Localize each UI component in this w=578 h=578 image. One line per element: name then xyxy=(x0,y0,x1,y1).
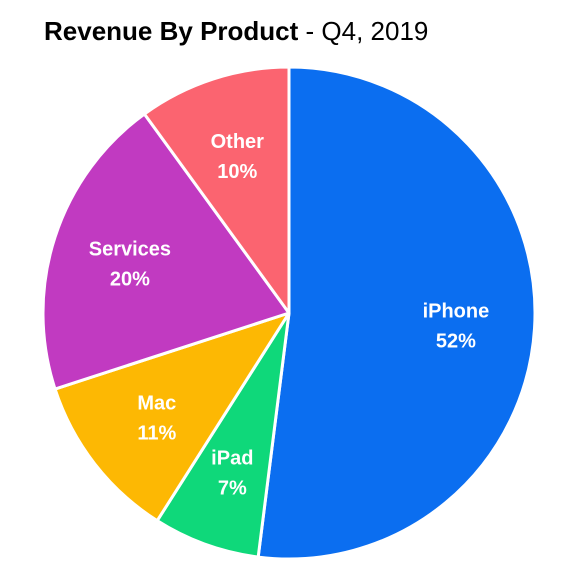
pie-slices xyxy=(41,65,537,561)
slice-value-iphone: 52% xyxy=(436,331,476,353)
slice-label-iphone: iPhone xyxy=(423,301,490,323)
slice-label-ipad: iPad xyxy=(211,447,253,469)
pie-slice-iphone xyxy=(256,65,537,561)
pie-slice-ipad xyxy=(155,311,291,559)
slice-label-mac: Mac xyxy=(137,393,176,415)
pie-slice-mac xyxy=(53,311,291,523)
slice-label-services: Services xyxy=(89,238,171,260)
chart-title-suffix: - Q4, 2019 xyxy=(298,16,429,46)
slice-value-ipad: 7% xyxy=(218,477,247,499)
pie-slice-other xyxy=(142,65,291,315)
slice-value-services: 20% xyxy=(110,268,150,290)
pie-slice-services xyxy=(41,112,291,391)
slice-value-mac: 11% xyxy=(137,423,176,445)
chart-title: Revenue By Product - Q4, 2019 xyxy=(44,14,428,48)
slice-value-other: 10% xyxy=(217,161,257,183)
chart-title-main: Revenue By Product xyxy=(44,16,299,46)
slice-label-other: Other xyxy=(211,131,265,153)
pie-labels: iPhone 52% iPad 7% Mac 11% Services 20% Other 10% xyxy=(89,131,489,500)
